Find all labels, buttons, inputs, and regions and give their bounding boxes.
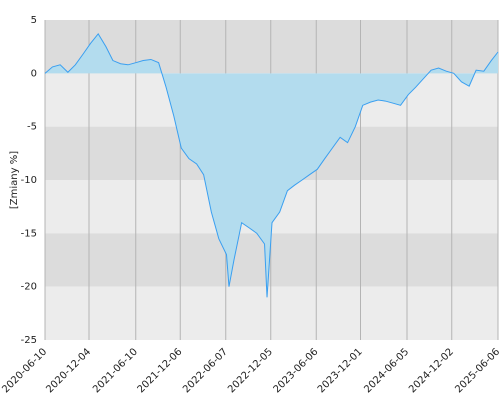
x-tick-label: 2024-06-05 bbox=[362, 346, 411, 395]
band bbox=[45, 233, 498, 287]
y-tick-label: -15 bbox=[21, 228, 37, 239]
y-tick-label: -20 bbox=[21, 282, 37, 293]
y-tick-label: -5 bbox=[27, 122, 37, 133]
x-tick-label: 2021-12-06 bbox=[136, 346, 185, 395]
line bbox=[44, 32, 499, 298]
x-tick-label: 2022-12-05 bbox=[226, 346, 275, 395]
x-tick-label: 2024-12-02 bbox=[407, 346, 456, 395]
x-tick-label: 2021-06-10 bbox=[91, 346, 140, 395]
x-tick-label: 2025-06-06 bbox=[453, 346, 500, 395]
x-tick-label: 2020-06-10 bbox=[0, 346, 49, 395]
x-tick-label: 2022-06-07 bbox=[181, 346, 230, 395]
y-tick-label: 5 bbox=[31, 15, 37, 26]
area-fill bbox=[45, 33, 498, 298]
y-tick-label: -25 bbox=[21, 335, 37, 346]
x-tick-label: 2023-12-01 bbox=[316, 346, 365, 395]
y-axis-label: [Zmiany %] bbox=[9, 151, 20, 209]
band bbox=[45, 286, 498, 340]
y-tick-label: -10 bbox=[21, 175, 37, 186]
x-tick-label: 2023-06-06 bbox=[272, 346, 321, 395]
x-tick-label: 2020-12-04 bbox=[44, 346, 93, 395]
y-tick-label: 0 bbox=[31, 68, 37, 79]
